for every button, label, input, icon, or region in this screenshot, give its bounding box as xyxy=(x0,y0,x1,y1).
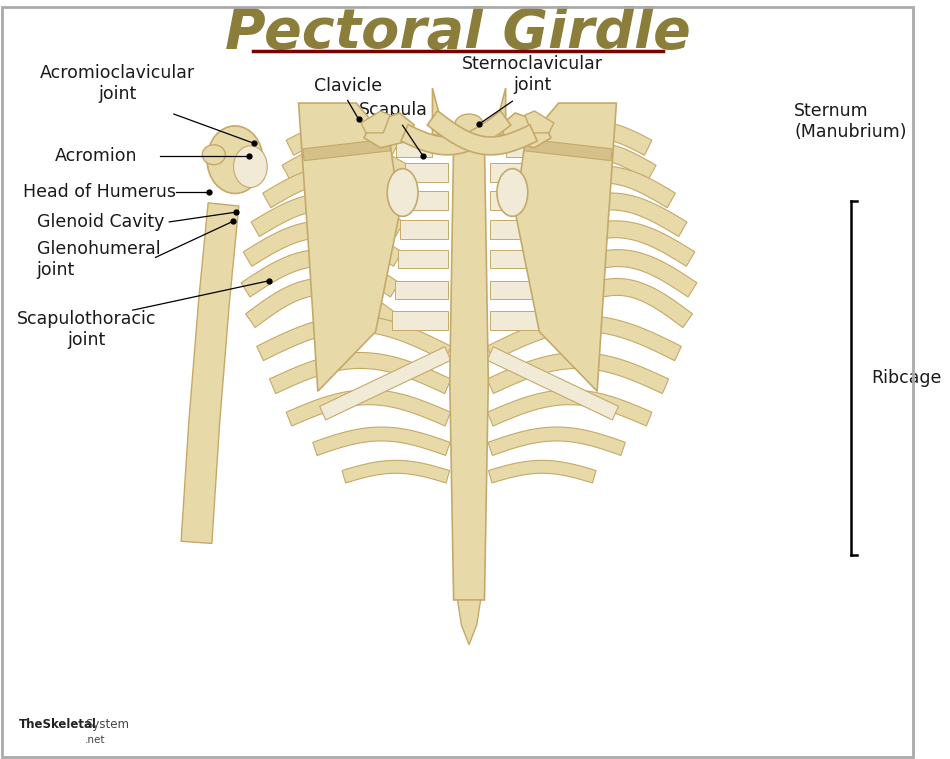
Text: Pectoral Girdle: Pectoral Girdle xyxy=(224,7,691,61)
Ellipse shape xyxy=(456,578,483,602)
Polygon shape xyxy=(501,113,551,148)
Text: .net: .net xyxy=(85,735,105,745)
Polygon shape xyxy=(515,103,617,392)
Polygon shape xyxy=(542,279,693,328)
Ellipse shape xyxy=(456,200,483,225)
Ellipse shape xyxy=(456,502,483,527)
Ellipse shape xyxy=(456,276,483,300)
Text: Sternoclavicular
joint: Sternoclavicular joint xyxy=(462,55,603,93)
Text: Acromion: Acromion xyxy=(55,146,138,165)
Polygon shape xyxy=(487,316,681,361)
Text: Ribcage: Ribcage xyxy=(871,369,941,387)
Ellipse shape xyxy=(456,389,483,413)
Ellipse shape xyxy=(456,162,483,187)
Ellipse shape xyxy=(456,351,483,376)
Ellipse shape xyxy=(456,125,483,149)
Polygon shape xyxy=(449,143,488,600)
Polygon shape xyxy=(534,193,687,237)
Text: Clavicle: Clavicle xyxy=(314,77,382,95)
Polygon shape xyxy=(490,311,546,330)
Polygon shape xyxy=(400,220,447,238)
Polygon shape xyxy=(181,203,238,543)
Polygon shape xyxy=(395,281,447,299)
Ellipse shape xyxy=(234,146,267,187)
Text: System: System xyxy=(85,718,129,731)
Polygon shape xyxy=(251,193,404,237)
Ellipse shape xyxy=(202,145,225,165)
Polygon shape xyxy=(432,88,505,148)
Polygon shape xyxy=(364,113,414,148)
Polygon shape xyxy=(313,427,450,455)
Polygon shape xyxy=(342,461,449,483)
Polygon shape xyxy=(487,347,618,420)
Polygon shape xyxy=(246,279,397,328)
Text: TheSkeletal: TheSkeletal xyxy=(19,718,97,731)
Ellipse shape xyxy=(455,114,484,136)
Polygon shape xyxy=(539,121,652,156)
Polygon shape xyxy=(303,139,390,161)
Polygon shape xyxy=(319,347,451,420)
Polygon shape xyxy=(243,221,402,266)
Polygon shape xyxy=(402,191,447,209)
Polygon shape xyxy=(270,352,451,394)
Ellipse shape xyxy=(456,313,483,338)
Text: Scapulothoracic
joint: Scapulothoracic joint xyxy=(17,310,157,349)
Polygon shape xyxy=(398,250,447,269)
Polygon shape xyxy=(539,250,697,297)
Polygon shape xyxy=(286,390,450,426)
Ellipse shape xyxy=(388,168,418,216)
Polygon shape xyxy=(488,461,596,483)
Polygon shape xyxy=(487,390,652,426)
Polygon shape xyxy=(529,143,656,180)
Polygon shape xyxy=(490,163,534,182)
Polygon shape xyxy=(241,250,399,297)
Ellipse shape xyxy=(456,238,483,262)
Polygon shape xyxy=(532,166,675,208)
Polygon shape xyxy=(524,139,612,161)
Polygon shape xyxy=(396,138,432,157)
Polygon shape xyxy=(401,111,511,155)
Polygon shape xyxy=(298,103,400,392)
Polygon shape xyxy=(256,316,451,361)
Polygon shape xyxy=(361,111,390,133)
Ellipse shape xyxy=(456,540,483,564)
Text: Glenoid Cavity: Glenoid Cavity xyxy=(37,213,164,231)
Ellipse shape xyxy=(456,427,483,451)
Polygon shape xyxy=(505,138,542,157)
Text: Scapula: Scapula xyxy=(359,102,428,119)
Polygon shape xyxy=(536,221,694,266)
Polygon shape xyxy=(286,121,400,156)
Polygon shape xyxy=(487,352,669,394)
Polygon shape xyxy=(458,600,481,644)
Polygon shape xyxy=(525,111,554,133)
Polygon shape xyxy=(392,311,447,330)
Polygon shape xyxy=(490,220,539,238)
Polygon shape xyxy=(490,250,541,269)
Polygon shape xyxy=(488,427,625,455)
Text: Glenohumeral
joint: Glenohumeral joint xyxy=(37,241,161,279)
Polygon shape xyxy=(490,191,537,209)
Polygon shape xyxy=(282,143,408,180)
Ellipse shape xyxy=(497,168,528,216)
Polygon shape xyxy=(490,281,543,299)
Text: Acromioclavicular
joint: Acromioclavicular joint xyxy=(40,64,195,102)
Polygon shape xyxy=(262,166,406,208)
Ellipse shape xyxy=(207,126,263,194)
Text: Head of Humerus: Head of Humerus xyxy=(23,183,176,200)
Polygon shape xyxy=(405,163,447,182)
Polygon shape xyxy=(428,111,537,155)
Ellipse shape xyxy=(456,465,483,489)
Text: Sternum
(Manubrium): Sternum (Manubrium) xyxy=(794,102,906,141)
